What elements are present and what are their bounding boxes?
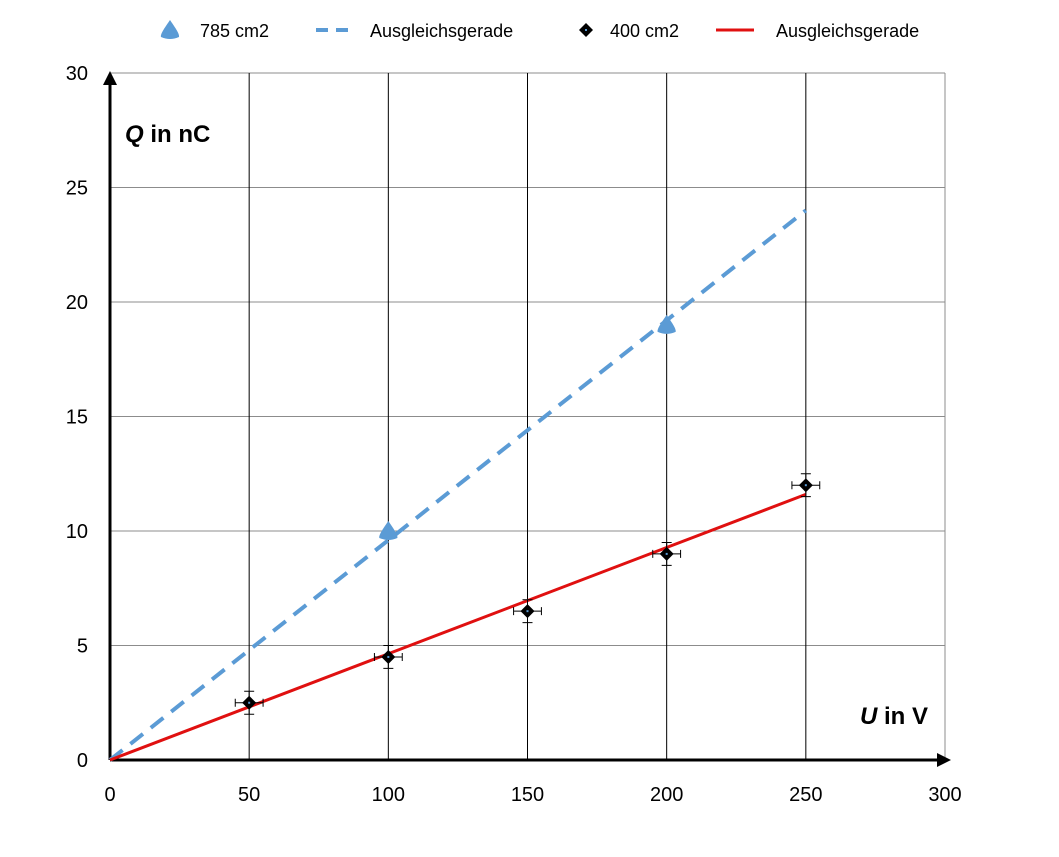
y-tick-label: 0 [77,750,88,772]
y-axis-arrow [103,71,117,85]
legend-label: 400 cm2 [610,21,679,41]
legend-marker-diamond-center [585,29,587,31]
fit-line [108,208,808,762]
data-point-diamond-center [526,610,529,613]
y-tick-label: 25 [66,178,88,200]
x-tick-label: 100 [372,784,405,806]
x-axis-arrow [937,753,951,767]
x-tick-label: 250 [789,784,822,806]
data-point-diamond-center [804,484,807,487]
x-tick-label: 300 [928,784,961,806]
grid [110,72,946,760]
data-point-diamond-center [665,552,668,555]
y-tick-label: 20 [66,292,88,314]
x-tick-label: 0 [104,784,115,806]
fit-line [109,492,807,762]
y-tick-label: 30 [66,63,88,85]
x-tick-label: 200 [650,784,683,806]
data-point-triangle [379,521,398,540]
y-tick-label: 15 [66,407,88,429]
y-tick-label: 10 [66,521,88,543]
y-axis-title: Q in nC [125,121,210,148]
y-tick-label: 5 [77,636,88,658]
legend: 785 cm2 Ausgleichsgerade 400 cm2 Ausgleichs… [160,20,919,41]
x-tick-label: 50 [238,784,260,806]
x-axis-title: U in V [860,703,928,730]
axes [103,71,951,767]
data-point-diamond-center [248,701,251,704]
legend-marker-triangle [160,20,180,39]
legend-label: Ausgleichsgerade [776,21,919,41]
legend-label: 785 cm2 [200,21,269,41]
x-tick-label: 150 [511,784,544,806]
data-point-diamond-center [387,655,390,658]
legend-label: Ausgleichsgerade [370,21,513,41]
data-point-triangle [657,314,676,334]
series [108,208,821,762]
